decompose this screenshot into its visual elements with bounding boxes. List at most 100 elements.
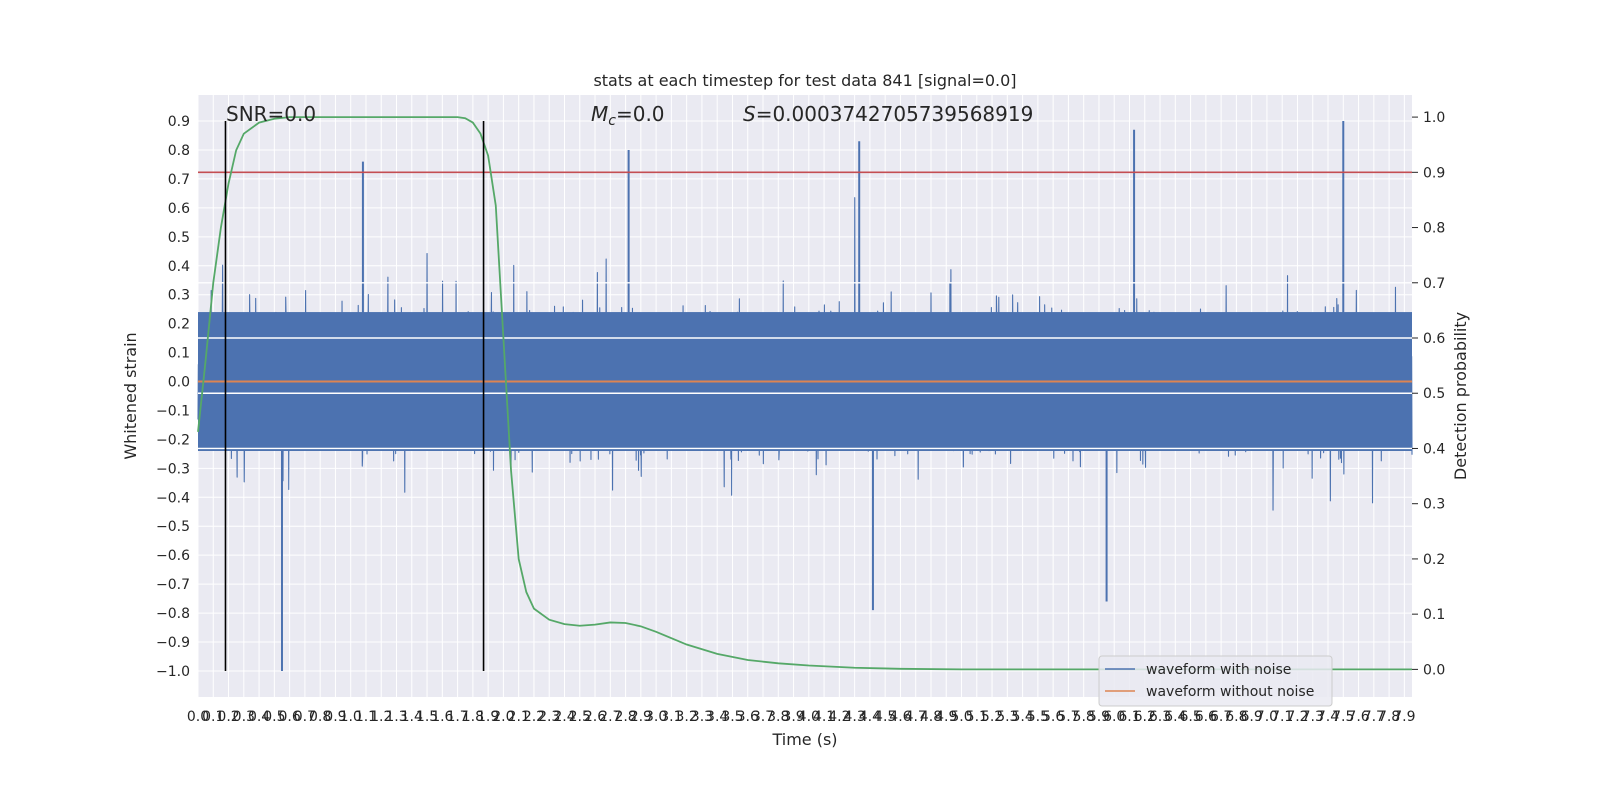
y-tick-label-right: 0.0 bbox=[1423, 662, 1445, 678]
chart-title: stats at each timestep for test data 841… bbox=[593, 71, 1016, 90]
x-tick-label: 7.0 bbox=[1256, 709, 1278, 725]
y-tick-label-left: 0.8 bbox=[168, 143, 190, 159]
x-tick-label: 2.6 bbox=[584, 709, 606, 725]
x-tick-label: 3.0 bbox=[645, 709, 667, 725]
y-tick-label-left: 0.5 bbox=[168, 230, 190, 246]
y-tick-label-right: 1.0 bbox=[1423, 110, 1445, 126]
x-tick-label: 3.7 bbox=[752, 709, 774, 725]
x-tick-label: 3.9 bbox=[782, 709, 804, 725]
y-tick-label-left: 0.7 bbox=[168, 172, 190, 188]
x-tick-label: 2.1 bbox=[508, 709, 530, 725]
y-tick-label-left: −0.5 bbox=[156, 519, 190, 535]
x-tick-label: 7.3 bbox=[1302, 709, 1324, 725]
y-axis-label-right: Detection probability bbox=[1451, 312, 1470, 480]
x-tick-label: 6.7 bbox=[1210, 709, 1232, 725]
x-tick-label: 3.3 bbox=[691, 709, 713, 725]
x-tick-label: 2.8 bbox=[614, 709, 636, 725]
x-tick-label: 4.1 bbox=[813, 709, 835, 725]
x-tick-label: 7.1 bbox=[1271, 709, 1293, 725]
y-tick-label-right: 0.4 bbox=[1423, 441, 1445, 457]
x-tick-label: 7.8 bbox=[1378, 709, 1400, 725]
x-tick-label: 5.0 bbox=[950, 709, 972, 725]
x-tick-label: 6.8 bbox=[1225, 709, 1247, 725]
y-tick-label-right: 0.5 bbox=[1423, 386, 1445, 402]
x-tick-label: 4.4 bbox=[859, 709, 881, 725]
y-tick-label-right: 0.2 bbox=[1423, 552, 1445, 568]
x-tick-label: 3.5 bbox=[721, 709, 743, 725]
y-tick-label-right: 0.9 bbox=[1423, 165, 1445, 181]
x-tick-label: 4.2 bbox=[828, 709, 850, 725]
y-tick-label-left: −0.2 bbox=[156, 432, 190, 448]
x-tick-label: 7.5 bbox=[1332, 709, 1354, 725]
x-tick-label: 0.4 bbox=[248, 709, 270, 725]
annotation-snr: SNR=0.0 bbox=[226, 102, 316, 126]
x-tick-label: 6.3 bbox=[1149, 709, 1171, 725]
x-tick-label: 0.1 bbox=[202, 709, 224, 725]
x-tick-label: 3.4 bbox=[706, 709, 728, 725]
annotation-mc-value: =0.0 bbox=[616, 102, 665, 126]
x-tick-label: 2.2 bbox=[523, 709, 545, 725]
annotation-mc-symbol: M bbox=[591, 102, 608, 126]
x-tick-label: 6.1 bbox=[1118, 709, 1140, 725]
x-tick-label: 2.5 bbox=[569, 709, 591, 725]
annotation-s-symbol: S bbox=[743, 102, 756, 126]
legend-label-noise: waveform with noise bbox=[1146, 662, 1291, 678]
y-tick-label-left: 0.4 bbox=[168, 259, 190, 275]
x-tick-label: 4.9 bbox=[935, 709, 957, 725]
annotation-s-value: =0.0003742705739568919 bbox=[756, 102, 1034, 126]
x-tick-label: 6.9 bbox=[1241, 709, 1263, 725]
x-tick-label: 1.3 bbox=[385, 709, 407, 725]
x-tick-label: 0.5 bbox=[263, 709, 285, 725]
annotation-chirp-mass: Mc=0.0 bbox=[591, 102, 665, 129]
y-tick-label-left: 0.9 bbox=[168, 114, 190, 130]
legend-label-clean: waveform without noise bbox=[1146, 684, 1314, 700]
x-tick-label: 2.0 bbox=[492, 709, 514, 725]
x-tick-label: 0.0 bbox=[187, 709, 209, 725]
axis-ticks: 0.00.10.20.30.40.50.60.70.80.91.01.11.21… bbox=[156, 110, 1445, 725]
x-tick-label: 5.2 bbox=[981, 709, 1003, 725]
overlay-lines bbox=[197, 116, 1412, 671]
y-tick-label-left: 0.6 bbox=[168, 201, 190, 217]
x-tick-label: 1.1 bbox=[355, 709, 377, 725]
x-tick-label: 1.8 bbox=[462, 709, 484, 725]
y-tick-label-right: 0.8 bbox=[1423, 221, 1445, 237]
x-tick-label: 5.3 bbox=[996, 709, 1018, 725]
y-tick-label-right: 0.1 bbox=[1423, 607, 1445, 623]
x-tick-label: 6.5 bbox=[1179, 709, 1201, 725]
legend-box bbox=[1098, 655, 1333, 707]
x-tick-label: 6.2 bbox=[1134, 709, 1156, 725]
y-tick-label-left: −1.0 bbox=[156, 664, 190, 680]
x-tick-label: 7.6 bbox=[1347, 709, 1369, 725]
x-tick-label: 1.9 bbox=[477, 709, 499, 725]
annotation-mc-subscript: c bbox=[608, 113, 616, 129]
x-tick-label: 5.4 bbox=[1011, 709, 1033, 725]
x-tick-label: 2.7 bbox=[599, 709, 621, 725]
x-tick-label: 6.6 bbox=[1195, 709, 1217, 725]
x-tick-label: 5.1 bbox=[966, 709, 988, 725]
y-tick-label-left: −0.7 bbox=[156, 577, 190, 593]
x-tick-label: 1.4 bbox=[401, 709, 423, 725]
y-tick-label-left: 0.3 bbox=[168, 288, 190, 304]
x-axis-label: Time (s) bbox=[771, 730, 837, 749]
x-tick-label: 0.8 bbox=[309, 709, 331, 725]
x-tick-label: 0.3 bbox=[233, 709, 255, 725]
y-tick-label-right: 0.3 bbox=[1423, 497, 1445, 513]
x-tick-label: 5.6 bbox=[1042, 709, 1064, 725]
y-tick-label-left: −0.8 bbox=[156, 606, 190, 622]
x-tick-label: 4.5 bbox=[874, 709, 896, 725]
x-tick-label: 4.7 bbox=[905, 709, 927, 725]
annotation-s: S=0.0003742705739568919 bbox=[743, 102, 1033, 126]
x-tick-label: 0.2 bbox=[217, 709, 239, 725]
y-tick-label-left: 0.0 bbox=[168, 375, 190, 391]
x-tick-label: 7.4 bbox=[1317, 709, 1339, 725]
x-tick-label: 1.0 bbox=[340, 709, 362, 725]
x-tick-label: 4.3 bbox=[843, 709, 865, 725]
x-tick-label: 2.4 bbox=[553, 709, 575, 725]
x-tick-label: 2.9 bbox=[630, 709, 652, 725]
x-tick-label: 7.7 bbox=[1363, 709, 1385, 725]
y-tick-label-left: −0.1 bbox=[156, 403, 190, 419]
x-tick-label: 5.7 bbox=[1057, 709, 1079, 725]
x-tick-label: 2.3 bbox=[538, 709, 560, 725]
y-tick-label-right: 0.6 bbox=[1423, 331, 1445, 347]
